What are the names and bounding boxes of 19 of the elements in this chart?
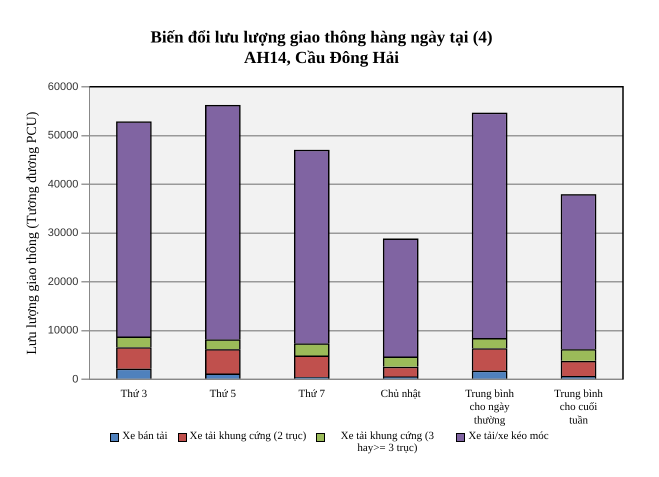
legend-label: Xe tải khung cứng (2 trục) <box>190 430 306 442</box>
x-tick-label: Chủ nhật <box>380 388 421 400</box>
legend-label: Xe bán tải <box>122 430 168 442</box>
x-tick-label: Trung bình cho ngày thường <box>465 388 514 426</box>
y-axis-title: Lưu lượng giao thông (Tương đương PCU) <box>25 111 40 355</box>
y-tick-label: 10000 <box>48 324 78 337</box>
x-tick-label: Thứ 3 <box>120 388 148 400</box>
y-tick-label: 20000 <box>48 276 78 288</box>
x-tick-label: Thứ 5 <box>210 388 237 400</box>
y-tick-label: 60000 <box>48 80 78 93</box>
y-tick-label: 40000 <box>48 178 78 190</box>
y-tick-label: 50000 <box>48 130 78 142</box>
y-tick-label: 30000 <box>48 227 78 240</box>
chart-title: Biến đổi lưu lượng giao thông hàng ngày tại (4) AH14, Cầu Đông Hải <box>150 28 493 67</box>
legend-label: Xe tải khung cứng (3 hay>= 3 trục) <box>340 430 435 454</box>
y-tick-label: 0 <box>72 373 78 386</box>
x-tick-label: Trung bình cho cuối tuần <box>554 388 604 426</box>
legend-label: Xe tải/xe kéo móc <box>468 430 549 442</box>
x-tick-label: Thứ 7 <box>298 388 326 400</box>
